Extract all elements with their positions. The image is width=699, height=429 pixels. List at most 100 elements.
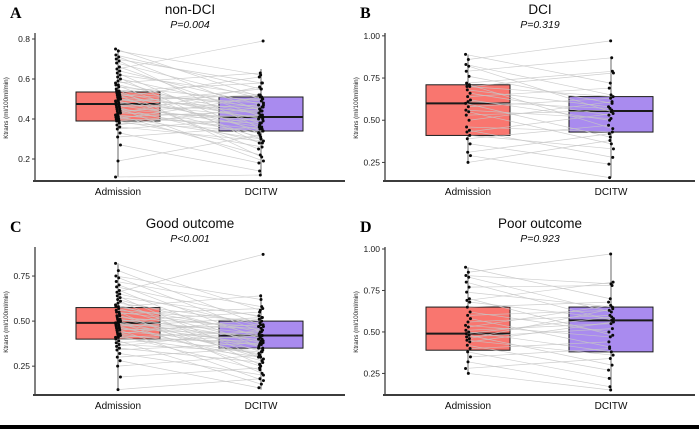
pair-line — [468, 253, 611, 273]
y-tick-label: 0.2 — [18, 154, 30, 164]
data-point-admission — [468, 133, 472, 137]
pair-line — [469, 308, 613, 339]
data-point-dcitw — [259, 121, 263, 125]
data-point-admission — [467, 64, 471, 68]
pair-line — [118, 295, 261, 308]
data-point-dcitw — [259, 137, 263, 141]
data-point-admission — [466, 150, 470, 154]
data-point-dcitw — [607, 86, 611, 90]
pair-line — [119, 70, 264, 106]
panel-d-title: Poor outcome — [497, 216, 583, 231]
data-point-admission — [464, 366, 468, 370]
data-point-admission — [115, 285, 119, 289]
data-point-dcitw — [611, 333, 615, 337]
data-point-admission — [114, 279, 118, 283]
data-point-admission — [468, 355, 472, 359]
data-point-dcitw — [261, 39, 265, 43]
panel-b-title: DCI — [528, 2, 552, 17]
pair-line — [466, 339, 614, 356]
x-category-label: Admission — [445, 187, 491, 198]
pair-line — [119, 344, 263, 353]
data-point-admission — [118, 314, 122, 318]
data-point-dcitw — [609, 252, 613, 256]
pair-line — [469, 72, 614, 87]
pair-line — [467, 310, 610, 316]
y-tick-label: 0.75 — [363, 73, 380, 83]
pair-line — [467, 315, 610, 323]
data-point-dcitw — [607, 368, 611, 372]
data-point-admission — [466, 371, 470, 375]
data-point-dcitw — [259, 87, 263, 91]
data-point-admission — [114, 305, 118, 309]
data-point-admission — [114, 337, 118, 341]
data-point-admission — [466, 95, 470, 99]
data-point-admission — [118, 319, 122, 323]
y-tick-label: 0.8 — [18, 34, 30, 44]
pair-line — [115, 275, 262, 300]
data-point-dcitw — [611, 147, 615, 151]
data-point-dcitw — [261, 159, 265, 163]
pair-line — [119, 315, 264, 360]
data-point-dcitw — [257, 141, 261, 145]
data-point-dcitw — [610, 100, 614, 104]
pair-line — [466, 57, 612, 72]
data-point-dcitw — [609, 142, 613, 146]
pair-line — [116, 114, 263, 122]
data-point-dcitw — [257, 337, 261, 341]
y-tick-label: 0.75 — [363, 285, 380, 295]
pair-line — [116, 342, 264, 351]
data-point-dcitw — [609, 310, 613, 314]
data-point-dcitw — [608, 347, 612, 351]
pair-line — [115, 114, 261, 156]
data-point-admission — [464, 108, 468, 112]
pair-line — [466, 291, 613, 308]
pair-line — [116, 106, 263, 144]
data-point-dcitw — [259, 109, 263, 113]
data-point-admission — [465, 88, 469, 92]
data-point-dcitw — [259, 294, 263, 298]
pair-line — [117, 354, 260, 367]
pair-line — [466, 281, 614, 301]
pair-line — [466, 113, 614, 133]
pair-line — [116, 281, 262, 308]
data-point-dcitw — [608, 297, 612, 301]
data-point-admission — [118, 125, 122, 129]
data-point-admission — [464, 101, 468, 105]
pair-line — [466, 316, 612, 334]
data-point-admission — [464, 52, 468, 56]
data-point-admission — [115, 61, 119, 65]
y-tick-label: 0.50 — [363, 327, 380, 337]
data-point-dcitw — [608, 138, 612, 142]
data-point-admission — [467, 275, 471, 279]
data-point-admission — [465, 343, 469, 347]
x-category-label: DCITW — [245, 187, 278, 198]
pair-line — [119, 290, 263, 349]
data-point-dcitw — [258, 169, 262, 173]
data-point-dcitw — [609, 93, 613, 97]
pair-line — [116, 96, 262, 120]
y-tick-label: 0.50 — [13, 316, 30, 326]
pair-line — [468, 305, 611, 328]
panel-c-plot: 0.25 0.50 0.75 Ktrans (ml/100ml/min) Admissi… — [3, 247, 345, 412]
data-point-dcitw — [258, 310, 262, 314]
data-point-admission — [466, 105, 470, 109]
data-point-admission — [468, 310, 472, 314]
panel-c-pvalue: P<0.001 — [170, 233, 210, 245]
data-point-admission — [117, 343, 121, 347]
pair-line — [119, 94, 264, 104]
data-point-admission — [116, 301, 120, 305]
data-point-dcitw — [609, 117, 613, 121]
data-point-admission — [464, 69, 468, 73]
pair-line — [466, 70, 613, 84]
pair-line — [467, 361, 611, 388]
data-point-admission — [465, 338, 469, 342]
x-category-label: Admission — [445, 401, 491, 412]
panel-d-plot: 0.25 0.50 0.75 1.00 Ktrans (ml/100ml/min) Adm… — [353, 246, 695, 412]
panel-b-letter: B — [360, 5, 371, 22]
pair-line — [467, 344, 609, 371]
data-point-dcitw — [607, 376, 611, 380]
data-point-dcitw — [261, 341, 265, 345]
data-point-admission — [466, 160, 470, 164]
data-point-admission — [465, 84, 469, 88]
data-point-dcitw — [258, 71, 262, 75]
